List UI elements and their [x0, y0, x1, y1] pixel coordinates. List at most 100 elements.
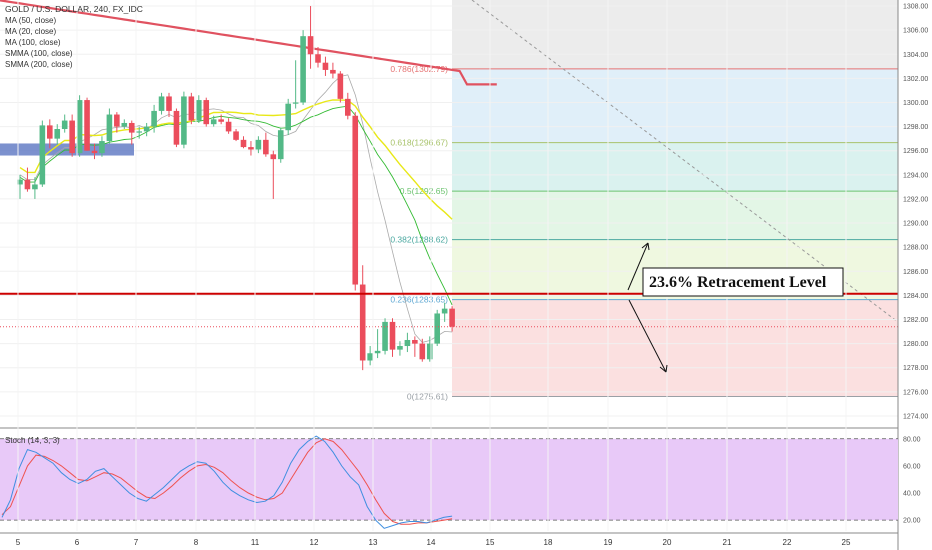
- candle: [203, 100, 210, 125]
- candle: [352, 115, 359, 285]
- candle: [441, 308, 448, 314]
- candle: [61, 120, 68, 130]
- candle: [218, 119, 224, 122]
- candle: [173, 110, 180, 145]
- candle: [397, 346, 403, 350]
- candle: [196, 100, 202, 121]
- fib-zone-0: [452, 0, 898, 69]
- candle: [17, 179, 23, 185]
- fib-label: 0.382(1288.62): [390, 235, 448, 245]
- candle: [285, 103, 291, 131]
- fib-label: 0.5(1292.65): [400, 186, 448, 196]
- arrow-down-head: [659, 364, 668, 373]
- candle: [412, 339, 418, 344]
- price-tick: 1308.00: [903, 4, 928, 11]
- time-tick: 20: [663, 538, 672, 547]
- price-tick: 1278.00: [903, 365, 928, 372]
- time-tick: 13: [369, 538, 378, 547]
- candle: [270, 154, 277, 160]
- candle: [121, 122, 128, 127]
- price-tick: 1302.00: [903, 76, 928, 83]
- candle: [233, 131, 239, 140]
- candle: [292, 102, 299, 104]
- fib-label: 0(1275.61): [407, 392, 448, 402]
- indicator-ma50[interactable]: MA (50, close): [5, 16, 57, 25]
- candle: [114, 114, 120, 127]
- price-tick: 1288.00: [903, 245, 928, 252]
- stoch-tick: 80.00: [903, 436, 921, 443]
- fib-zone-1: [452, 68, 898, 143]
- price-tick: 1298.00: [903, 124, 928, 131]
- annotation: 23.6% Retracement Level: [627, 242, 844, 373]
- indicator-smma100[interactable]: SMMA (100, close): [5, 49, 73, 58]
- price-tick: 1294.00: [903, 172, 928, 179]
- stoch-tick: 20.00: [903, 518, 921, 525]
- arrow-up: [627, 242, 649, 291]
- price-tick: 1286.00: [903, 269, 928, 276]
- candle: [367, 353, 373, 361]
- candle: [136, 131, 142, 133]
- time-tick: 25: [842, 538, 851, 547]
- axis-bg: [898, 0, 932, 550]
- time-tick: 22: [783, 538, 792, 547]
- price-axis[interactable]: 1274.00 1276.00 1278.00 1280.00 1282.00 1284.…: [897, 0, 932, 550]
- time-tick: 5: [16, 538, 21, 547]
- fib-zone-2: [452, 142, 898, 192]
- candle: [382, 321, 388, 351]
- fib-label: 0.786(1302.79): [390, 64, 448, 74]
- stoch-tick: 60.00: [903, 463, 921, 470]
- candle: [330, 69, 336, 74]
- candle: [84, 100, 90, 151]
- indicator-ma20[interactable]: MA (20, close): [5, 27, 57, 36]
- ma100-line: [19, 99, 453, 220]
- candles: [17, 6, 455, 371]
- candle: [188, 96, 195, 121]
- stoch-label[interactable]: Stoch (14, 3, 3): [5, 436, 60, 445]
- time-axis[interactable]: 5 6 7 8 11 12 13 14 15 18 19 20 21 22 25: [16, 0, 851, 547]
- fib-zone-3: [452, 191, 898, 240]
- candle: [158, 96, 165, 111]
- indicator-smma200[interactable]: SMMA (200, close): [5, 60, 73, 69]
- candle: [374, 350, 381, 354]
- candle: [434, 313, 440, 344]
- candle: [337, 73, 344, 99]
- candle: [322, 62, 329, 70]
- candle: [39, 125, 46, 185]
- moving-averages: [0, 0, 497, 343]
- candle: [143, 126, 150, 132]
- candle: [240, 139, 247, 148]
- indicator-ma100[interactable]: MA (100, close): [5, 38, 61, 47]
- candle: [54, 129, 61, 139]
- candle: [166, 96, 172, 111]
- price-tick: 1274.00: [903, 413, 928, 420]
- fib-zone-5: [452, 299, 898, 397]
- candle: [345, 98, 351, 116]
- candle: [32, 184, 38, 190]
- candle: [315, 54, 321, 63]
- price-tick: 1292.00: [903, 196, 928, 203]
- candle: [128, 122, 135, 133]
- candle: [359, 284, 366, 361]
- price-tick: 1280.00: [903, 341, 928, 348]
- candle: [419, 343, 426, 360]
- ma50-line: [19, 105, 453, 306]
- price-tick: 1306.00: [903, 28, 928, 35]
- candle: [263, 139, 269, 155]
- time-tick: 11: [251, 538, 260, 547]
- stochastic-pane: 20.00 40.00 60.00 80.00: [0, 435, 921, 534]
- candle: [255, 139, 262, 150]
- time-tick: 6: [75, 538, 80, 547]
- symbol-title[interactable]: GOLD / U.S. DOLLAR, 240, FX_IDC: [5, 4, 143, 14]
- time-tick: 15: [486, 538, 495, 547]
- annotation-box: [642, 267, 844, 297]
- candle: [106, 114, 113, 142]
- fibonacci-retracement: 0.786(1302.79) 0.618(1296.67) 0.5(1292.65)…: [390, 0, 899, 402]
- time-tick: 8: [194, 538, 199, 547]
- candle: [76, 100, 83, 154]
- price-tick: 1276.00: [903, 389, 928, 396]
- time-tick: 14: [427, 538, 436, 547]
- time-tick: 18: [544, 538, 553, 547]
- smma200-line: [0, 0, 497, 86]
- price-tick: 1282.00: [903, 317, 928, 324]
